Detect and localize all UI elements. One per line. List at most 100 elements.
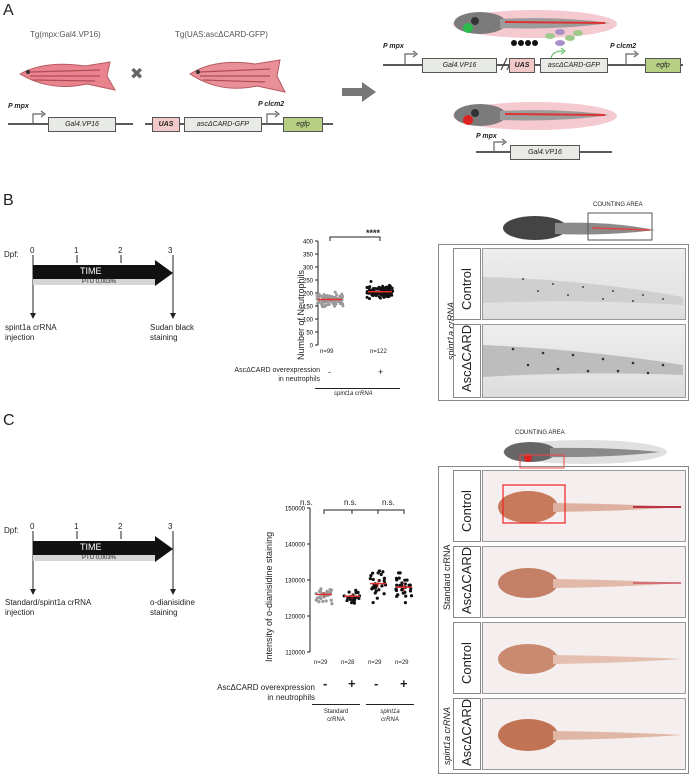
data-point xyxy=(395,594,399,598)
data-point xyxy=(365,295,369,299)
data-point xyxy=(377,588,381,592)
b-image-frame xyxy=(438,244,689,401)
panel-label-a: A xyxy=(3,2,14,19)
data-point xyxy=(352,597,356,601)
c-n-3: n=29 xyxy=(395,660,409,666)
data-point xyxy=(401,591,405,595)
b-tick-0: 0 xyxy=(30,246,35,255)
data-point xyxy=(408,583,412,587)
data-point xyxy=(371,577,375,582)
data-point xyxy=(333,290,337,294)
data-point xyxy=(317,589,322,593)
y-tick-label-2: 130000 xyxy=(285,579,306,585)
y-tick-label-6: 300 xyxy=(303,266,314,272)
c-row-label-1: AscΔCARD xyxy=(459,546,474,614)
gal4-gene-bottom: Gal4.VP16 xyxy=(510,145,580,160)
data-point xyxy=(378,296,382,300)
p-mpx-bottom: P mpx xyxy=(476,133,497,140)
b-photo-control xyxy=(482,248,686,320)
c-group-1: + xyxy=(348,676,356,691)
asc-gfp-gene-right: ascΔCARD-GFP xyxy=(540,58,608,73)
c-ylabel: Intensity of o-dianisidine staining xyxy=(264,531,274,662)
data-point xyxy=(340,302,344,306)
b-crna-label: spint1a crRNA xyxy=(334,391,373,397)
larva-nogfp-icon xyxy=(453,102,617,130)
c-side-label-0: Standard crRNA xyxy=(442,544,452,610)
data-point xyxy=(397,576,401,580)
data-point xyxy=(321,599,325,604)
data-point xyxy=(352,601,357,605)
data-point xyxy=(399,583,404,587)
data-point xyxy=(368,285,372,289)
c-counting-label: COUNTING AREA xyxy=(515,430,565,436)
protein-dots-icon xyxy=(545,29,583,46)
data-point xyxy=(395,578,399,582)
b-n-1: n=122 xyxy=(370,349,387,355)
data-point xyxy=(319,587,323,591)
y-tick-label-2: 100 xyxy=(303,318,314,324)
y-tick-label-4: 200 xyxy=(303,292,314,298)
data-point xyxy=(374,589,378,593)
data-point xyxy=(329,588,334,592)
data-point xyxy=(367,297,371,301)
c-ns-0: n.s. xyxy=(300,498,313,507)
b-tick-3: 3 xyxy=(168,246,173,255)
data-point xyxy=(317,600,321,604)
c-photo-standard-asc xyxy=(482,546,686,618)
c-n-2: n=29 xyxy=(368,660,382,666)
b-tick-2: 2 xyxy=(118,246,123,255)
data-point xyxy=(325,300,329,304)
uas-gene-right: UAS xyxy=(509,58,535,73)
bracket-0 xyxy=(329,236,381,241)
c-crna-line-0 xyxy=(312,704,360,705)
c-asc-label: AscΔCARD overexpression in neutrophils xyxy=(217,683,315,702)
data-point xyxy=(382,579,386,583)
c-ptu-label: PTU 0,003% xyxy=(82,555,117,561)
data-point xyxy=(404,594,408,598)
c-tick-2: 2 xyxy=(118,522,123,531)
data-point xyxy=(369,280,373,284)
y-tick-label-5: 250 xyxy=(303,279,314,285)
data-point xyxy=(382,287,386,291)
c-tick-3: 3 xyxy=(168,522,173,531)
data-point xyxy=(332,300,336,304)
c-side-label-1: spint1a crRNA xyxy=(442,706,452,765)
data-point xyxy=(394,588,399,593)
data-point xyxy=(354,588,358,592)
y-tick-label-4: 150000 xyxy=(285,507,306,513)
c-n-1: n=28 xyxy=(341,660,355,666)
y-tick-label-1: 120000 xyxy=(285,615,306,621)
data-point xyxy=(334,302,338,306)
data-point xyxy=(374,584,378,588)
data-point xyxy=(319,294,323,298)
data-point xyxy=(390,293,394,297)
y-tick-label-7: 350 xyxy=(303,253,314,259)
c-crna-label-1: spint1a crRNA xyxy=(380,709,400,723)
arrow-right-icon xyxy=(342,82,376,102)
b-staining-label: Sudan black staining xyxy=(150,323,195,342)
c-larva-diagram xyxy=(503,440,667,469)
zebrafish-right-icon xyxy=(189,59,286,93)
b-row-asc-box xyxy=(453,324,481,398)
b-group-0: - xyxy=(328,367,331,377)
panel-label-c: C xyxy=(3,412,15,429)
data-point xyxy=(329,598,333,602)
c-photo-spint-asc xyxy=(482,698,686,770)
c-group-0: - xyxy=(323,676,328,691)
b-injection-label: spint1a crRNA injection xyxy=(5,323,57,342)
c-row-label-0: Control xyxy=(459,490,474,532)
data-point xyxy=(320,299,324,303)
data-point xyxy=(371,600,375,605)
b-counting-label: COUNTING AREA xyxy=(593,202,643,208)
data-point xyxy=(337,299,341,303)
c-crna-label-0: Standard crRNA xyxy=(323,709,349,723)
b-group-1: + xyxy=(378,367,384,377)
data-point xyxy=(409,594,414,598)
c-scatter-chart: 110000 120000 130000 140000 150000 xyxy=(285,507,414,657)
b-ptu-label: PTU 0,003% xyxy=(82,279,117,285)
c-row-label-2: Control xyxy=(459,642,474,684)
bracket-0 xyxy=(323,509,353,514)
c-ns-1: n.s. xyxy=(344,498,357,507)
b-significance: **** xyxy=(366,228,381,238)
y-tick-label-1: 50 xyxy=(306,331,313,337)
